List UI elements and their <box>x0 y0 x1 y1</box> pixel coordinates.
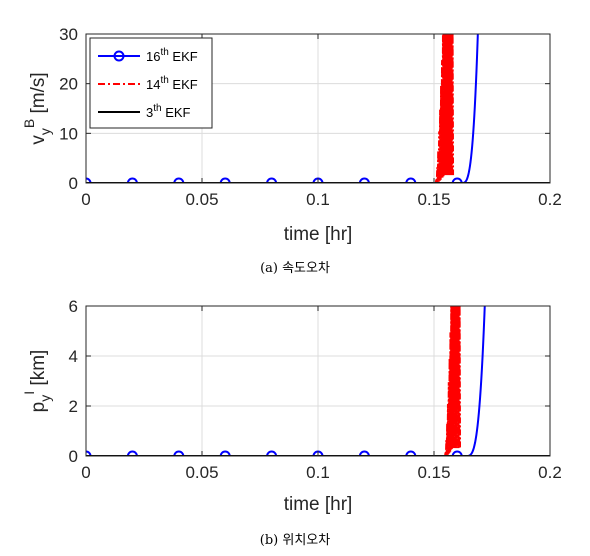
legend-label: 14th EKF <box>146 75 198 92</box>
series-16th-ekf-marker <box>126 177 138 183</box>
y-tick-label: 2 <box>69 397 78 416</box>
series-16th-ekf-marker <box>358 450 370 456</box>
x-tick-label: 0 <box>81 463 90 482</box>
series-16th-ekf-marker <box>126 450 138 456</box>
series-16th-ekf-marker <box>219 177 231 183</box>
figure-caption: (a) 속도오차 <box>260 261 330 276</box>
chart-a: 0 0.05 0.1 0.15 0.2 0 10 20 30 time [hr] vyB [m/s]… <box>21 25 562 276</box>
x-axis-label: time [hr] <box>284 494 353 515</box>
x-tick-label: 0.1 <box>306 190 330 209</box>
x-tick-label: 0.15 <box>417 190 450 209</box>
legend-item: 14th EKF <box>98 75 198 92</box>
series-16th-ekf-marker <box>451 450 463 456</box>
ticks: 0 0.05 0.1 0.15 0.2 0 10 20 30 <box>59 25 562 209</box>
legend: 16th EKF 14th EKF 3th EKF <box>89 37 213 129</box>
series-16th-ekf-marker <box>405 450 417 456</box>
y-tick-label: 0 <box>69 447 78 466</box>
series-16th-ekf-marker <box>266 177 278 183</box>
x-tick-label: 0.05 <box>185 463 218 482</box>
x-tick-label: 0.2 <box>538 190 562 209</box>
series-16th-ekf-marker <box>451 177 463 183</box>
y-tick-label: 20 <box>59 75 78 94</box>
y-tick-label: 10 <box>59 124 78 143</box>
legend-label: 3th EKF <box>146 103 191 120</box>
series-16th-ekf-marker <box>219 450 231 456</box>
series-16th-ekf-marker <box>266 450 278 456</box>
figure-caption: (b) 위치오차 <box>260 533 330 548</box>
series-16th-ekf-marker <box>405 177 417 183</box>
legend-item: 3th EKF <box>98 103 191 120</box>
series-14th-ekf-burst <box>434 34 455 183</box>
x-tick-label: 0.2 <box>538 463 562 482</box>
y-tick-label: 30 <box>59 25 78 44</box>
y-axis-label: vyB [m/s] <box>21 72 53 144</box>
y-tick-label: 6 <box>69 297 78 316</box>
y-tick-label: 4 <box>69 347 78 366</box>
series-16th-ekf-marker <box>173 177 185 183</box>
x-tick-label: 0.15 <box>417 463 450 482</box>
ticks: 0 0.05 0.1 0.15 0.2 0 2 4 6 <box>69 297 562 482</box>
y-axis-label: pyI [km] <box>21 350 53 413</box>
x-tick-label: 0.1 <box>306 463 330 482</box>
x-axis-label: time [hr] <box>284 224 353 245</box>
series-16th-ekf-marker <box>358 177 370 183</box>
series-14th-ekf-burst <box>444 306 462 456</box>
y-tick-label: 0 <box>69 174 78 193</box>
x-tick-label: 0 <box>81 190 90 209</box>
legend-item: 16th EKF <box>98 47 198 64</box>
series-16th-ekf-marker <box>173 450 185 456</box>
legend-label: 16th EKF <box>146 47 198 64</box>
legend-marker <box>113 50 125 62</box>
x-tick-label: 0.05 <box>185 190 218 209</box>
chart-b: 0 0.05 0.1 0.15 0.2 0 2 4 6 time [hr] pyI [km] (b) … <box>21 297 562 548</box>
